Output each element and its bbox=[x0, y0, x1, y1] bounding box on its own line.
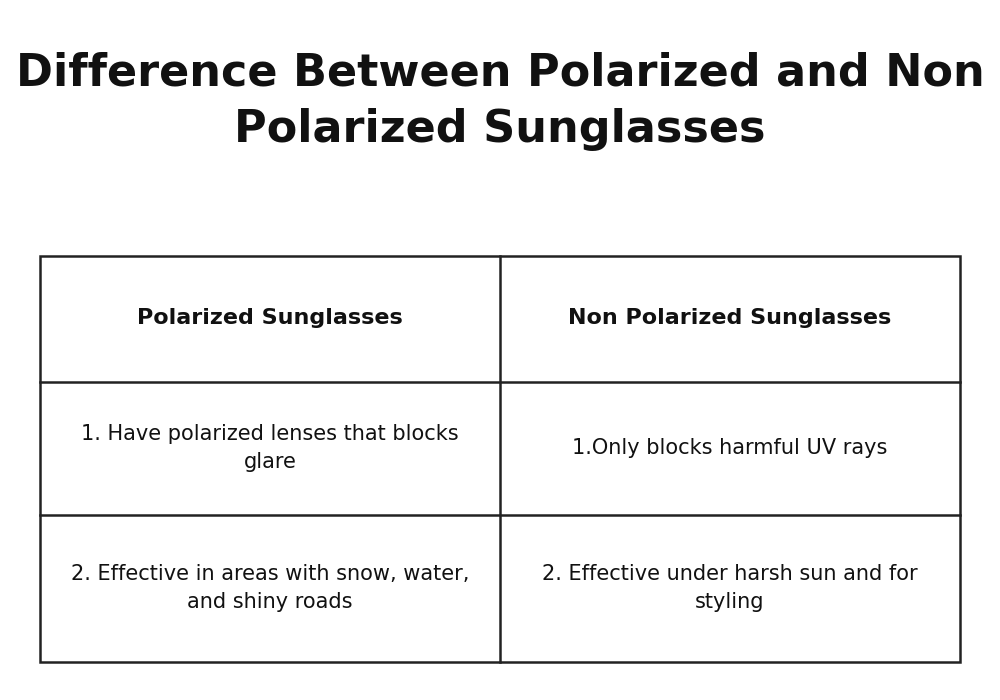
Text: Difference Between Polarized and Non: Difference Between Polarized and Non bbox=[16, 52, 984, 95]
Text: Non Polarized Sunglasses: Non Polarized Sunglasses bbox=[568, 309, 892, 328]
Bar bbox=[40, 256, 960, 662]
Text: Polarized Sunglasses: Polarized Sunglasses bbox=[137, 309, 403, 328]
Text: 2. Effective under harsh sun and for
styling: 2. Effective under harsh sun and for sty… bbox=[542, 564, 918, 612]
Text: Polarized Sunglasses: Polarized Sunglasses bbox=[234, 108, 766, 151]
Text: 1. Have polarized lenses that blocks
glare: 1. Have polarized lenses that blocks gla… bbox=[81, 424, 459, 472]
Text: 2. Effective in areas with snow, water,
and shiny roads: 2. Effective in areas with snow, water, … bbox=[71, 564, 469, 612]
Text: 1.Only blocks harmful UV rays: 1.Only blocks harmful UV rays bbox=[572, 438, 888, 458]
